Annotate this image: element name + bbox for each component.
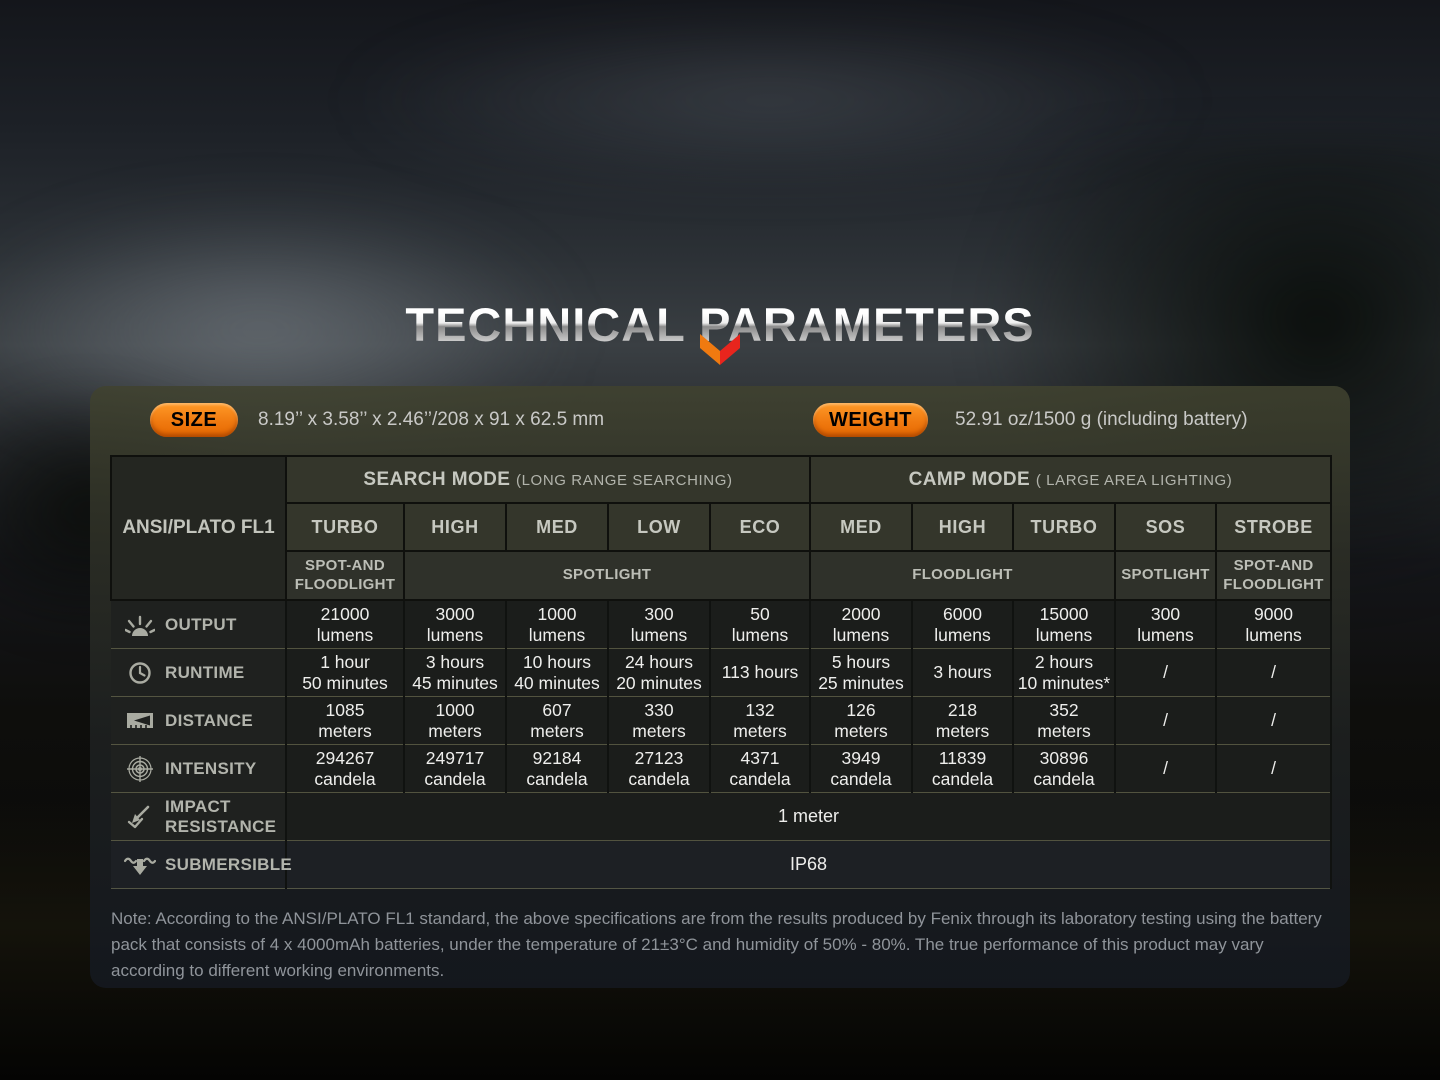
mode-header-camp-high: HIGH: [911, 502, 1014, 552]
size-badge-label: SIZE: [170, 408, 218, 431]
beam-header-spotlight-sos: SPOTLIGHT: [1114, 550, 1217, 601]
beam-header-spot-and-floodlight-strobe: SPOT-AND FLOODLIGHT: [1214, 550, 1333, 601]
intensity-search-turbo: 294267 candela: [285, 744, 405, 793]
output-search-turbo: 21000 lumens: [285, 599, 405, 649]
intensity-search-eco: 4371 candela: [709, 744, 811, 793]
distance-search-high: 1000 meters: [403, 696, 507, 745]
submersible-value: IP68: [284, 840, 1333, 889]
runtime-search-turbo: 1 hour 50 minutes: [285, 648, 405, 697]
intensity-search-med: 92184 candela: [505, 744, 609, 793]
weight-badge-label: WEIGHT: [829, 408, 912, 431]
mode-header-search-med: MED: [505, 502, 609, 552]
weight-badge: WEIGHT: [813, 403, 928, 437]
submersible-icon: [124, 854, 156, 876]
mode-header-search-high: HIGH: [403, 502, 507, 552]
table-row-intensity: INTENSITY 294267 candela 249717 candela …: [111, 744, 1333, 793]
size-badge: SIZE: [150, 403, 238, 437]
mode-header-camp-med: MED: [809, 502, 913, 552]
clock-icon: [124, 661, 156, 685]
beam-header-spotlight: SPOTLIGHT: [403, 550, 811, 601]
distance-search-med: 607 meters: [505, 696, 609, 745]
distance-strobe: /: [1214, 696, 1333, 745]
impact-resistance-value: 1 meter: [284, 792, 1333, 841]
distance-search-eco: 132 meters: [709, 696, 811, 745]
distance-search-turbo: 1085 meters: [285, 696, 405, 745]
distance-search-low: 330 meters: [607, 696, 711, 745]
output-search-high: 3000 lumens: [403, 599, 507, 649]
group-name: SEARCH MODE: [363, 468, 511, 490]
table-row-output: OUTPUT 21000 lumens 3000 lumens 1000 lum…: [111, 599, 1333, 649]
output-strobe: 9000 lumens: [1214, 599, 1333, 649]
distance-camp-high: 218 meters: [911, 696, 1014, 745]
group-desc: ( LARGE AREA LIGHTING): [1035, 471, 1233, 489]
intensity-sos: /: [1114, 744, 1217, 793]
table-row-submersible: SUBMERSIBLE IP68: [111, 840, 1333, 889]
output-camp-med: 2000 lumens: [809, 599, 913, 649]
row-label-submersible: SUBMERSIBLE: [111, 840, 292, 889]
group-name: CAMP MODE: [908, 468, 1031, 490]
impact-icon: [124, 805, 156, 829]
runtime-camp-high: 3 hours: [911, 648, 1014, 697]
beam-header-floodlight: FLOODLIGHT: [809, 550, 1116, 601]
output-search-eco: 50 lumens: [709, 599, 811, 649]
intensity-search-high: 249717 candela: [403, 744, 507, 793]
intensity-camp-high: 11839 candela: [911, 744, 1014, 793]
mode-header-search-eco: ECO: [709, 502, 811, 552]
distance-camp-turbo: 352 meters: [1012, 696, 1116, 745]
beam-header-spot-and-floodlight: SPOT-AND FLOODLIGHT: [285, 550, 405, 601]
runtime-strobe: /: [1214, 648, 1333, 697]
chevron-down-icon: [700, 334, 740, 365]
group-header-search-mode: SEARCH MODE (LONG RANGE SEARCHING): [285, 455, 811, 504]
output-search-med: 1000 lumens: [505, 599, 609, 649]
group-desc: (LONG RANGE SEARCHING): [516, 471, 733, 489]
intensity-search-low: 27123 candela: [607, 744, 711, 793]
standard-header: ANSI/PLATO FL1: [110, 455, 287, 601]
distance-icon: [124, 710, 156, 732]
weight-value: 52.91 oz/1500 g (including battery): [955, 409, 1248, 430]
output-camp-high: 6000 lumens: [911, 599, 1014, 649]
runtime-search-low: 24 hours 20 minutes: [607, 648, 711, 697]
footnote: Note: According to the ANSI/PLATO FL1 st…: [111, 909, 1322, 980]
intensity-strobe: /: [1214, 744, 1333, 793]
group-header-camp-mode: CAMP MODE ( LARGE AREA LIGHTING): [808, 455, 1333, 504]
runtime-camp-med: 5 hours 25 minutes: [809, 648, 913, 697]
runtime-search-high: 3 hours 45 minutes: [403, 648, 507, 697]
mode-header-search-turbo: TURBO: [285, 502, 405, 552]
runtime-camp-turbo: 2 hours 10 minutes*: [1012, 648, 1116, 697]
table-row-runtime: RUNTIME 1 hour 50 minutes 3 hours 45 min…: [111, 648, 1333, 697]
spec-table: ANSI/PLATO FL1 SEARCH MODE (LONG RANGE S…: [110, 455, 1333, 889]
runtime-search-med: 10 hours 40 minutes: [505, 648, 609, 697]
spec-panel: SIZE 8.19’’ x 3.58’’ x 2.46’’/208 x 91 x…: [90, 386, 1350, 988]
sunrise-icon: [124, 613, 156, 637]
row-label-runtime: RUNTIME: [111, 648, 287, 697]
target-icon: [124, 755, 156, 782]
row-label-impact-resistance: IMPACT RESISTANCE: [111, 792, 287, 841]
row-label-output: OUTPUT: [111, 599, 287, 649]
row-label-intensity: INTENSITY: [111, 744, 287, 793]
output-search-low: 300 lumens: [607, 599, 711, 649]
table-row-distance: DISTANCE 1085 meters 1000 meters 607 met…: [111, 696, 1333, 745]
mode-header-search-low: LOW: [607, 502, 711, 552]
distance-sos: /: [1114, 696, 1217, 745]
distance-camp-med: 126 meters: [809, 696, 913, 745]
size-value: 8.19’’ x 3.58’’ x 2.46’’/208 x 91 x 62.5…: [258, 409, 605, 430]
mode-header-sos: SOS: [1114, 502, 1217, 552]
row-label-distance: DISTANCE: [111, 696, 287, 745]
runtime-sos: /: [1114, 648, 1217, 697]
intensity-camp-med: 3949 candela: [809, 744, 913, 793]
output-sos: 300 lumens: [1114, 599, 1217, 649]
mode-header-camp-turbo: TURBO: [1012, 502, 1116, 552]
table-row-impact-resistance: IMPACT RESISTANCE 1 meter: [111, 792, 1333, 841]
output-camp-turbo: 15000 lumens: [1012, 599, 1116, 649]
intensity-camp-turbo: 30896 candela: [1012, 744, 1116, 793]
runtime-search-eco: 113 hours: [709, 648, 811, 697]
page-title: TECHNICAL PARAMETERS: [0, 297, 1440, 352]
mode-header-strobe: STROBE: [1214, 502, 1333, 552]
